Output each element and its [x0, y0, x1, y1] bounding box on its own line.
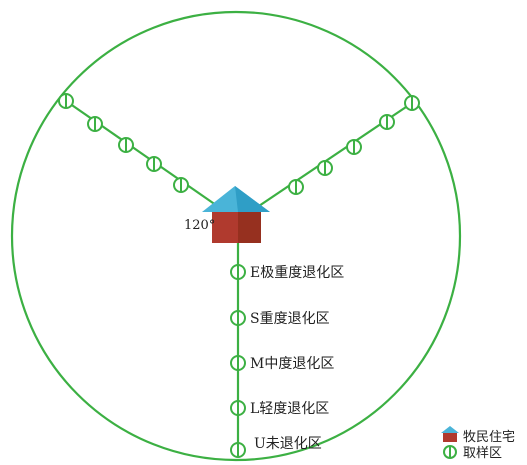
legend-house-icon	[441, 426, 459, 442]
sample-plot	[118, 137, 134, 153]
sample-plot	[146, 156, 162, 172]
sample-plot	[404, 95, 420, 111]
grazing-boundary-circle	[10, 10, 462, 462]
left-transect-samples	[58, 93, 189, 193]
house-body-shade	[238, 212, 261, 243]
sample-plot-s	[230, 310, 246, 326]
sample-plot	[87, 116, 103, 132]
zone-label-m: M中度退化区	[250, 356, 334, 372]
sample-plot-l	[230, 400, 246, 416]
zone-label-u: U未退化区	[254, 436, 322, 452]
sample-plot	[317, 160, 333, 176]
legend-sample-label: 取样区	[463, 446, 502, 461]
legend-sample-icon	[443, 445, 457, 459]
sample-plot	[173, 177, 189, 193]
legend-house-label: 牧民住宅	[463, 430, 515, 445]
sample-plot-e	[230, 264, 246, 280]
down-transect-samples	[230, 264, 246, 458]
right-transect-samples	[288, 95, 420, 195]
zone-label-l: L轻度退化区	[250, 401, 329, 417]
sample-plot-u	[230, 442, 246, 458]
zone-label-s: S重度退化区	[250, 311, 330, 327]
legend: 牧民住宅 取样区	[441, 426, 515, 461]
sample-plot	[288, 179, 304, 195]
zone-label-e: E极重度退化区	[250, 265, 344, 281]
sample-plot	[58, 93, 74, 109]
sample-plot-m	[230, 355, 246, 371]
herder-house	[202, 186, 270, 243]
house-roof-shade	[235, 186, 270, 212]
sample-plot	[379, 114, 395, 130]
sample-plot	[346, 139, 362, 155]
angle-label: 120°	[184, 218, 215, 233]
transect-left	[65, 100, 227, 213]
